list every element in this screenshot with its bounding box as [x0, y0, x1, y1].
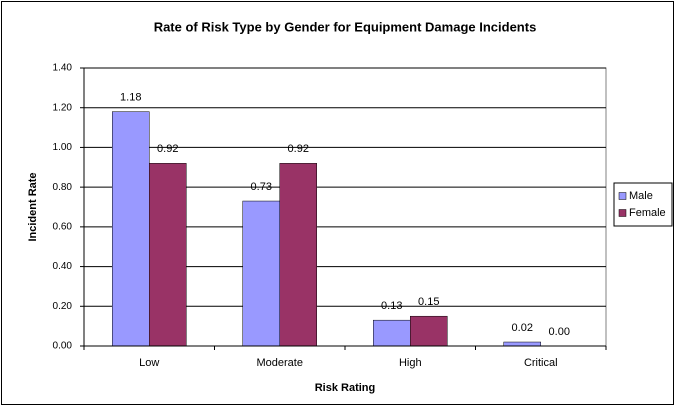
y-tick-label: 1.00 — [53, 142, 73, 153]
y-tick-label: 1.20 — [53, 102, 73, 113]
y-axis-label: Incident Rate — [27, 172, 39, 241]
y-tick-label: 0.20 — [53, 301, 73, 312]
legend-label: Male — [629, 190, 653, 202]
bar — [112, 111, 150, 347]
y-tick-label: 0.80 — [53, 182, 73, 193]
value-label: 0.13 — [381, 300, 402, 312]
legend-swatch — [618, 209, 627, 217]
value-label: 0.02 — [512, 322, 533, 334]
value-label: 0.00 — [549, 326, 570, 338]
y-tick-label: 1.40 — [53, 63, 73, 74]
y-tick-label: 0.60 — [53, 221, 73, 232]
value-label: 0.73 — [251, 181, 272, 193]
bar — [279, 163, 317, 347]
x-tick-label: Moderate — [257, 357, 303, 369]
bar — [242, 200, 280, 347]
x-tick-label: Critical — [524, 357, 558, 369]
legend-label: Female — [629, 207, 666, 219]
legend-box — [613, 182, 673, 227]
chart-title: Rate of Risk Type by Gender for Equipmen… — [154, 19, 537, 34]
bar — [373, 319, 411, 347]
x-tick-label: High — [399, 357, 422, 369]
bar — [410, 315, 448, 347]
value-label: 1.18 — [120, 92, 141, 104]
bar — [503, 341, 541, 347]
bar — [149, 163, 187, 347]
legend-swatch — [618, 192, 627, 200]
value-label: 0.92 — [157, 143, 178, 155]
x-axis-label: Risk Rating — [315, 382, 376, 394]
value-label: 0.15 — [418, 296, 439, 308]
x-tick-label: Low — [139, 357, 159, 369]
y-tick-label: 0.40 — [53, 261, 73, 272]
y-tick-label: 0.00 — [53, 341, 73, 352]
value-label: 0.92 — [288, 143, 309, 155]
